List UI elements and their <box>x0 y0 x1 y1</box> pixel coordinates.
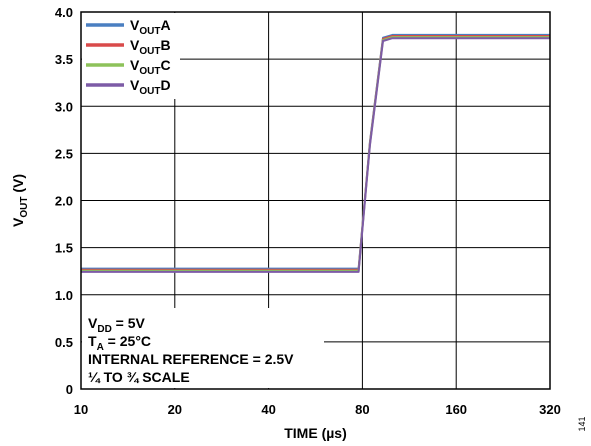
x-tick-label: 20 <box>168 402 182 417</box>
gridlines <box>81 12 550 389</box>
legend-label: VOUTA <box>130 17 171 37</box>
x-axis-tick-labels: 10 20 40 80 160 320 <box>74 402 561 417</box>
plot-area-frame <box>80 11 551 390</box>
y-axis-label: VOUT (V) <box>10 174 30 227</box>
x-tick-label: 40 <box>261 402 275 417</box>
y-tick-label: 1.0 <box>55 288 73 303</box>
annotation-background <box>82 308 324 388</box>
y-tick-label: 2.0 <box>55 194 73 209</box>
legend-label: VOUTC <box>130 57 171 77</box>
y-tick-label: 3.5 <box>55 52 73 67</box>
y-tick-label: 0.5 <box>55 335 73 350</box>
legend-label: VOUTD <box>130 77 171 97</box>
x-tick-label: 10 <box>74 402 88 417</box>
series-lines <box>81 33 550 273</box>
x-tick-label: 160 <box>445 402 467 417</box>
y-tick-label: 0 <box>66 382 73 397</box>
x-axis-label: TIME (µs) <box>284 425 347 441</box>
series-line-d <box>81 37 550 273</box>
y-tick-label: 3.0 <box>55 99 73 114</box>
legend-label: VOUTB <box>130 37 171 57</box>
x-tick-label: 320 <box>539 402 561 417</box>
y-tick-label: 4.0 <box>55 5 73 20</box>
x-tick-label: 80 <box>355 402 369 417</box>
y-tick-label: 2.5 <box>55 146 73 161</box>
annotation-line: INTERNAL REFERENCE = 2.5V <box>88 351 294 367</box>
annotation-line: VDD = 5V <box>88 315 146 335</box>
y-axis-tick-labels: 0 0.5 1.0 1.5 2.0 2.5 3.0 3.5 4.0 <box>55 5 73 397</box>
annotation-line: ¼ TO ¾ SCALE <box>88 369 190 385</box>
annotation-line: TA = 25°C <box>88 333 151 353</box>
y-tick-label: 1.5 <box>55 241 73 256</box>
figure-id: 141 <box>577 416 587 431</box>
